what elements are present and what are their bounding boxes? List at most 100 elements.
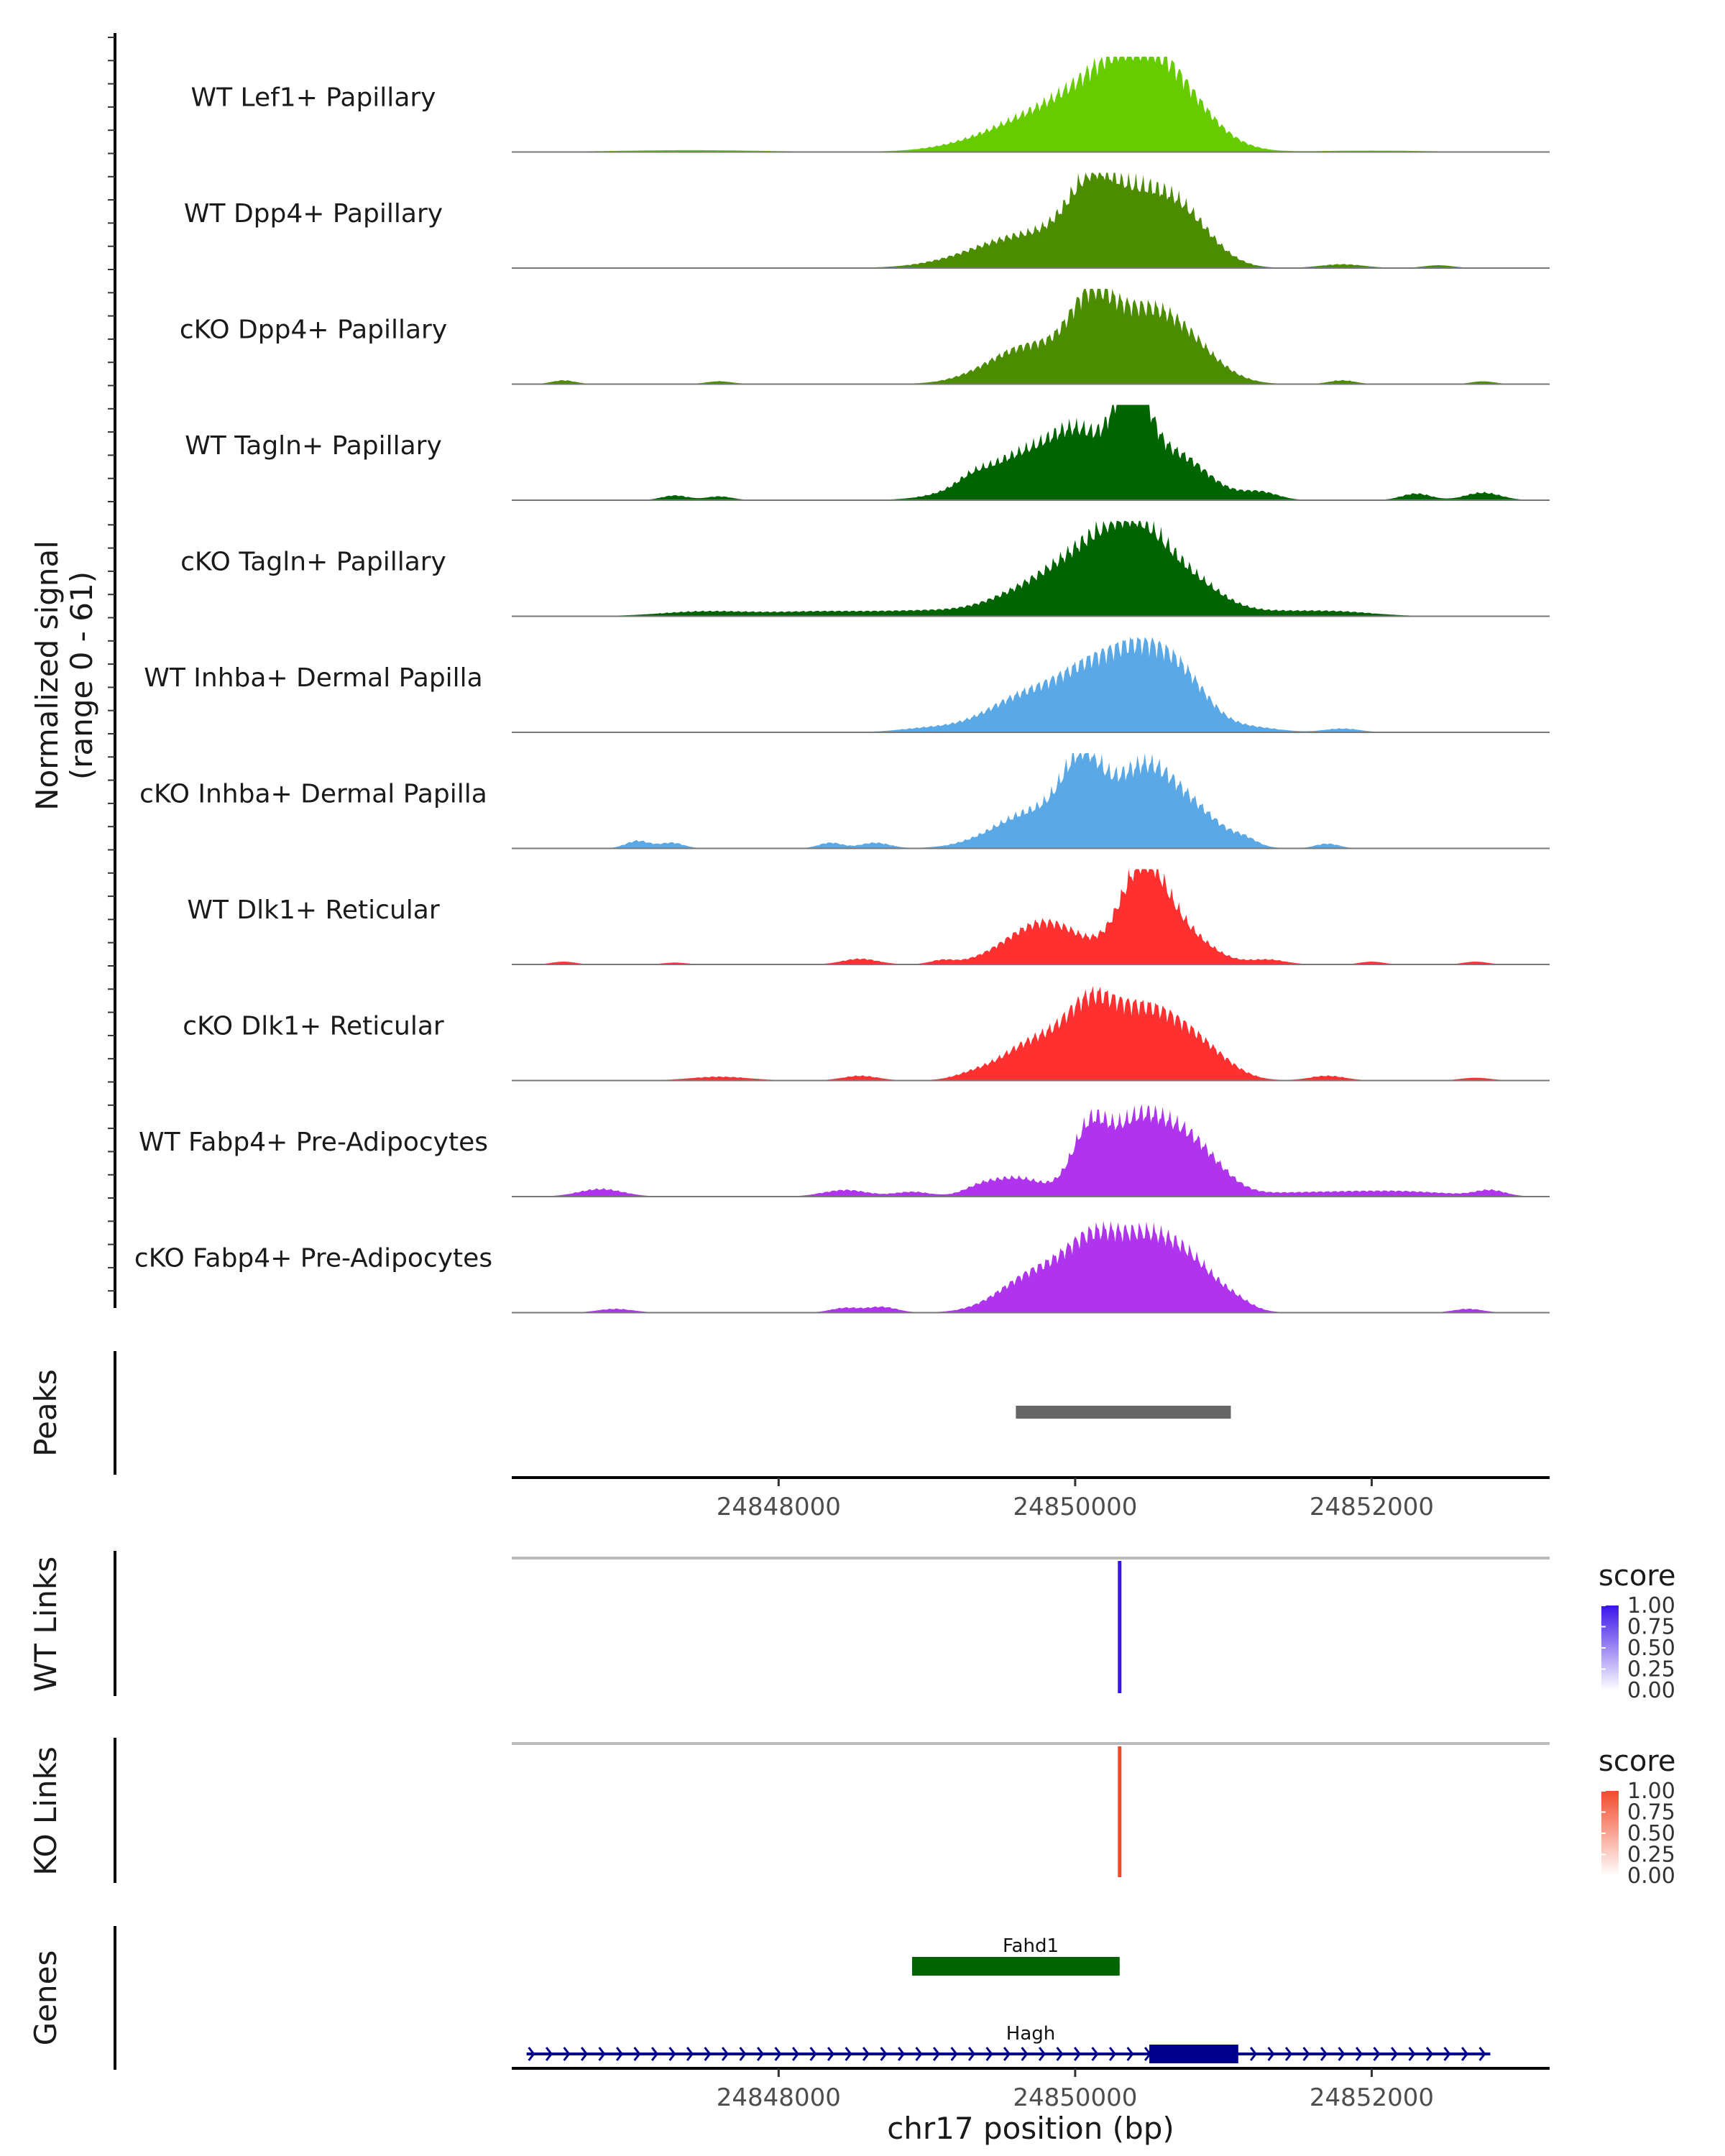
track-4-label: WT Tagln+ Papillary xyxy=(185,431,442,461)
bottom-x-tick-label: 24848000 xyxy=(717,2083,841,2112)
middle-x-ticks: 24848000 24850000 24852000 xyxy=(717,1478,1434,1521)
gene-hagh-strand-arrow xyxy=(1425,2047,1434,2061)
gene-hagh-strand-arrow xyxy=(1003,2047,1011,2061)
track-2-coverage-area xyxy=(512,172,1550,268)
gene-fahd1: Fahd1 xyxy=(911,1935,1120,1976)
ko-score-legend: score 1.000.750.500.250.00 xyxy=(1598,1745,1675,1889)
gene-hagh-strand-arrow xyxy=(1355,2047,1363,2061)
gene-hagh-strand-arrow xyxy=(1373,2047,1381,2061)
track-11-label: cKO Fabp4+ Pre-Adipocytes xyxy=(134,1244,492,1273)
x-axis-title: chr17 position (bp) xyxy=(887,2111,1174,2146)
gene-hagh-strand-arrow xyxy=(985,2047,993,2061)
wt-score-legend: score 1.000.750.500.250.00 xyxy=(1598,1560,1675,1703)
gene-hagh-strand-arrow xyxy=(932,2047,941,2061)
ko-links-label: KO Links xyxy=(28,1746,63,1876)
gene-fahd1-exon xyxy=(911,1957,1120,1976)
gene-hagh-strand-arrow xyxy=(1443,2047,1451,2061)
gene-hagh-strand-arrow xyxy=(1284,2047,1293,2061)
gene-hagh-strand-arrow xyxy=(1302,2047,1310,2061)
gene-hagh-strand-arrow xyxy=(1478,2047,1486,2061)
wt-legend-title: score xyxy=(1598,1560,1675,1593)
coverage-y-label-line2: (range 0 - 61) xyxy=(64,571,99,780)
track-5-label: cKO Tagln+ Papillary xyxy=(180,548,446,577)
wt-legend-tick-label: 1.00 xyxy=(1627,1593,1675,1618)
track-6-label: WT Inhba+ Dermal Papilla xyxy=(144,663,482,693)
gene-hagh-strand-arrow xyxy=(862,2047,870,2061)
gene-hagh-strand-arrow xyxy=(1249,2047,1258,2061)
gene-hagh-strand-arrow xyxy=(528,2047,535,2061)
track-1: WT Lef1+ Papillary xyxy=(191,56,1550,153)
ko-legend-ticks: 1.000.750.500.250.00 xyxy=(1601,1779,1675,1889)
ko-legend-tick-label: 0.75 xyxy=(1627,1800,1675,1825)
middle-x-tick-label: 24852000 xyxy=(1310,1493,1434,1521)
track-5: cKO Tagln+ Papillary xyxy=(180,520,1550,617)
wt-legend-tick-label: 0.25 xyxy=(1627,1657,1675,1682)
gene-hagh-strand-arrow xyxy=(545,2047,553,2061)
gene-hagh-strand-arrow xyxy=(809,2047,817,2061)
gene-hagh-strand-arrow xyxy=(1267,2047,1275,2061)
wt-legend-tick-label: 0.75 xyxy=(1627,1615,1675,1640)
gene-hagh-label: Hagh xyxy=(1006,2023,1055,2045)
gene-hagh-strand-arrow xyxy=(1021,2047,1029,2061)
gene-hagh-strand-arrow xyxy=(774,2047,782,2061)
gene-hagh-strand-arrow xyxy=(563,2047,571,2061)
bottom-x-ticks: 24848000 24850000 24852000 xyxy=(717,2068,1434,2112)
track-8-coverage-area xyxy=(512,869,1550,964)
ko-legend-tick-label: 0.25 xyxy=(1627,1843,1675,1868)
track-7-label: cKO Inhba+ Dermal Papilla xyxy=(139,780,487,809)
track-6-coverage-area xyxy=(512,637,1550,732)
track-11-coverage-area xyxy=(512,1220,1550,1313)
bottom-x-tick-label: 24852000 xyxy=(1310,2083,1434,2112)
wt-legend-tick-label: 0.00 xyxy=(1627,1678,1675,1703)
track-2-label: WT Dpp4+ Papillary xyxy=(184,199,443,229)
track-5-coverage-area xyxy=(512,520,1550,617)
track-3: cKO Dpp4+ Papillary xyxy=(180,288,1550,385)
gene-hagh-strand-arrow xyxy=(1091,2047,1099,2061)
track-8-label: WT Dlk1+ Reticular xyxy=(187,895,439,925)
track-8: WT Dlk1+ Reticular xyxy=(187,869,1550,965)
gene-hagh: Hagh xyxy=(526,2023,1491,2063)
ko-legend-title: score xyxy=(1598,1745,1675,1778)
track-7: cKO Inhba+ Dermal Papilla xyxy=(139,752,1550,849)
track-9-label: cKO Dlk1+ Reticular xyxy=(183,1012,444,1041)
track-7-coverage-area xyxy=(512,752,1550,849)
gene-hagh-strand-arrow xyxy=(756,2047,765,2061)
gene-hagh-strand-arrow xyxy=(967,2047,976,2061)
track-9: cKO Dlk1+ Reticular xyxy=(183,986,1550,1082)
coverage-y-label-line1: Normalized signal xyxy=(29,540,65,811)
gene-hagh-strand-arrow xyxy=(1390,2047,1399,2061)
gene-hagh-strand-arrow xyxy=(668,2047,676,2061)
gene-hagh-exon xyxy=(1149,2045,1238,2063)
track-9-coverage-area xyxy=(512,986,1550,1081)
gene-hagh-strand-arrow xyxy=(721,2047,730,2061)
peak-region xyxy=(1016,1406,1231,1419)
track-4: WT Tagln+ Papillary xyxy=(185,405,1550,501)
track-4-coverage-area xyxy=(512,405,1550,500)
ko-legend-tick-label: 0.00 xyxy=(1627,1864,1675,1889)
track-11: cKO Fabp4+ Pre-Adipocytes xyxy=(134,1220,1550,1314)
gene-hagh-strand-arrow xyxy=(1338,2047,1346,2061)
gene-hagh-strand-arrow xyxy=(915,2047,923,2061)
gene-hagh-strand-arrow xyxy=(615,2047,624,2061)
track-3-label: cKO Dpp4+ Papillary xyxy=(180,315,447,345)
gene-hagh-strand-arrow xyxy=(704,2047,712,2061)
gene-hagh-strand-arrow xyxy=(845,2047,852,2061)
coverage-tracks: WT Lef1+ Papillary WT Dpp4+ Papillary cKO … xyxy=(134,56,1550,1314)
gene-hagh-strand-arrow xyxy=(1460,2047,1469,2061)
gene-hagh-strand-arrow xyxy=(633,2047,641,2061)
gene-fahd1-label: Fahd1 xyxy=(1003,1935,1059,1957)
gene-hagh-strand-arrow xyxy=(1056,2047,1064,2061)
ko-legend-tick-label: 1.00 xyxy=(1627,1779,1675,1804)
gene-hagh-strand-arrow xyxy=(580,2047,589,2061)
gene-models: Fahd1 Hagh xyxy=(526,1935,1491,2063)
ko-legend-tick-label: 0.50 xyxy=(1627,1821,1675,1846)
gene-hagh-strand-arrow xyxy=(1038,2047,1046,2061)
track-1-coverage-area xyxy=(512,56,1550,152)
gene-hagh-strand-arrow xyxy=(1108,2047,1117,2061)
track-1-label: WT Lef1+ Papillary xyxy=(191,83,436,113)
peaks-label: Peaks xyxy=(28,1369,63,1457)
bottom-x-tick-label: 24850000 xyxy=(1013,2083,1137,2112)
gene-hagh-strand-arrow xyxy=(880,2047,888,2061)
track-3-coverage-area xyxy=(512,288,1550,384)
